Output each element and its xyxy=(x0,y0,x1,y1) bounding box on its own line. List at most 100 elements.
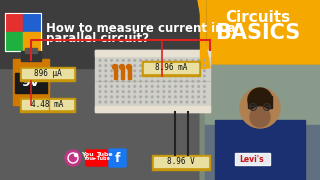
Circle shape xyxy=(192,70,194,72)
Circle shape xyxy=(111,60,112,61)
Circle shape xyxy=(163,80,164,82)
Bar xyxy=(15,73,47,93)
Circle shape xyxy=(198,70,199,72)
Circle shape xyxy=(163,70,164,72)
Text: parallel circuit?: parallel circuit? xyxy=(46,32,149,45)
Circle shape xyxy=(169,96,171,98)
Circle shape xyxy=(180,96,182,98)
Circle shape xyxy=(198,60,199,61)
Text: 8.96 V: 8.96 V xyxy=(167,158,195,166)
Circle shape xyxy=(151,80,153,82)
Circle shape xyxy=(99,70,101,72)
Circle shape xyxy=(180,91,182,92)
Circle shape xyxy=(204,80,205,82)
Circle shape xyxy=(111,91,112,92)
Circle shape xyxy=(99,60,101,61)
Circle shape xyxy=(140,96,141,98)
Circle shape xyxy=(111,65,112,66)
Bar xyxy=(5,13,23,32)
FancyBboxPatch shape xyxy=(86,150,108,166)
Bar xyxy=(154,157,208,167)
Text: 8.96 mA: 8.96 mA xyxy=(155,64,187,73)
Bar xyxy=(0,0,205,180)
Text: 9V: 9V xyxy=(22,76,40,89)
Circle shape xyxy=(175,91,176,92)
Text: Tube: Tube xyxy=(96,152,113,158)
Circle shape xyxy=(123,70,124,72)
Circle shape xyxy=(123,96,124,98)
Circle shape xyxy=(186,70,188,72)
Circle shape xyxy=(134,80,136,82)
Bar xyxy=(235,153,270,165)
Circle shape xyxy=(151,86,153,87)
Circle shape xyxy=(180,60,182,61)
Bar xyxy=(152,155,210,170)
Circle shape xyxy=(99,96,101,98)
Circle shape xyxy=(140,60,141,61)
Polygon shape xyxy=(200,0,205,68)
Circle shape xyxy=(198,101,199,103)
Circle shape xyxy=(128,80,130,82)
Circle shape xyxy=(140,75,141,77)
Text: BASICS: BASICS xyxy=(215,23,300,43)
Circle shape xyxy=(99,101,101,103)
Circle shape xyxy=(157,91,159,92)
Circle shape xyxy=(192,75,194,77)
Circle shape xyxy=(175,96,176,98)
Circle shape xyxy=(169,101,171,103)
Circle shape xyxy=(105,65,107,66)
Circle shape xyxy=(198,75,199,77)
Circle shape xyxy=(198,96,199,98)
Circle shape xyxy=(146,60,147,61)
Circle shape xyxy=(134,60,136,61)
Circle shape xyxy=(198,91,199,92)
Text: Circuits: Circuits xyxy=(225,10,291,25)
Circle shape xyxy=(169,80,171,82)
Circle shape xyxy=(192,60,194,61)
Circle shape xyxy=(175,75,176,77)
Circle shape xyxy=(180,86,182,87)
Circle shape xyxy=(186,75,188,77)
Circle shape xyxy=(140,86,141,87)
Circle shape xyxy=(116,86,118,87)
Bar xyxy=(114,67,116,79)
Circle shape xyxy=(105,86,107,87)
Circle shape xyxy=(163,91,164,92)
Circle shape xyxy=(175,101,176,103)
Circle shape xyxy=(128,60,130,61)
Circle shape xyxy=(116,91,118,92)
Circle shape xyxy=(105,101,107,103)
Circle shape xyxy=(192,91,194,92)
Text: f: f xyxy=(115,152,120,165)
Circle shape xyxy=(192,86,194,87)
Circle shape xyxy=(192,65,194,66)
Text: Levi's: Levi's xyxy=(240,154,264,163)
Circle shape xyxy=(134,101,136,103)
Text: 4.48 mA: 4.48 mA xyxy=(31,100,64,109)
Circle shape xyxy=(119,64,124,69)
Bar xyxy=(23,13,41,32)
Circle shape xyxy=(204,101,205,103)
Circle shape xyxy=(146,80,147,82)
Circle shape xyxy=(140,101,141,103)
Circle shape xyxy=(111,86,112,87)
Bar xyxy=(22,100,73,109)
Bar xyxy=(20,98,75,112)
Circle shape xyxy=(169,65,171,66)
Circle shape xyxy=(111,75,112,77)
Circle shape xyxy=(128,91,130,92)
Circle shape xyxy=(99,91,101,92)
Circle shape xyxy=(157,75,159,77)
Circle shape xyxy=(111,80,112,82)
Circle shape xyxy=(169,86,171,87)
Circle shape xyxy=(123,86,124,87)
Circle shape xyxy=(250,107,270,127)
Circle shape xyxy=(134,70,136,72)
Circle shape xyxy=(123,91,124,92)
Circle shape xyxy=(204,65,205,66)
Bar xyxy=(95,50,210,112)
Circle shape xyxy=(146,101,147,103)
Circle shape xyxy=(186,86,188,87)
Circle shape xyxy=(157,65,159,66)
Circle shape xyxy=(163,86,164,87)
